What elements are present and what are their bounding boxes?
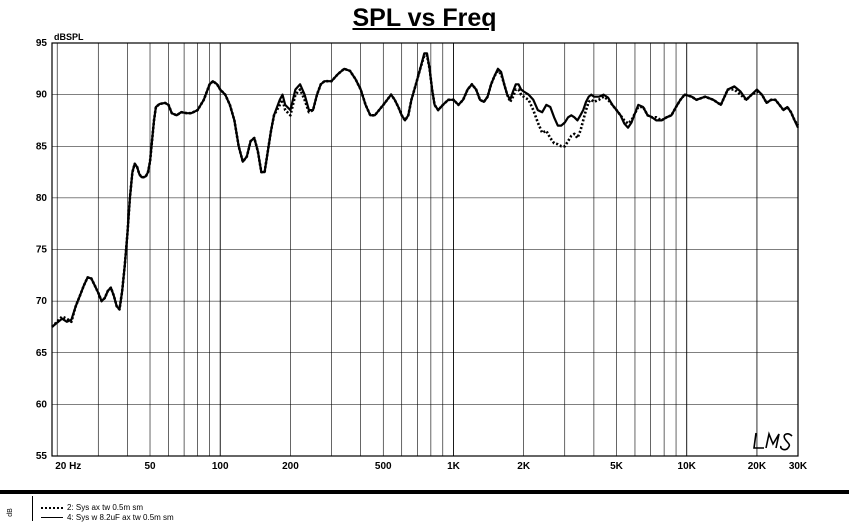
lms-logo-mark <box>753 431 793 451</box>
legend-entry-1-label: 2: Sys ax tw 0.5m sm <box>67 503 144 512</box>
y-axis-label: dBSPL <box>54 32 84 42</box>
x-tick-label: 20K <box>748 461 767 472</box>
x-tick-label: 10K <box>678 461 697 472</box>
y-tick-label: 65 <box>36 348 48 359</box>
x-tick-label: 1K <box>447 461 461 472</box>
legend-entry-2: 4: Sys w 8.2uF ax tw 0.5m sm <box>41 513 174 522</box>
plot-frame <box>51 42 799 457</box>
legend-entry-1: 2: Sys ax tw 0.5m sm <box>41 503 143 512</box>
x-tick-label: 5K <box>610 461 624 472</box>
x-tick-label: 20 Hz <box>55 461 81 472</box>
x-tick-label: 30K <box>789 461 808 472</box>
dotted-line-swatch <box>41 506 63 509</box>
x-tick-labels: 20 Hz 50 100 200 500 1K 2K 5K 10K 20K 30K <box>55 461 808 472</box>
spl-chart: 95 90 85 80 75 70 65 60 55 20 Hz 50 100 200 500 1K 2K 5… <box>36 32 808 472</box>
legend-vertical-divider <box>32 496 33 521</box>
solid-line-swatch <box>41 517 63 519</box>
x-tick-label: 200 <box>282 461 299 472</box>
y-tick-label: 55 <box>36 451 48 462</box>
y-tick-label: 80 <box>36 193 48 204</box>
y-tick-label: 85 <box>36 141 48 152</box>
y-tick-label: 75 <box>36 245 48 256</box>
y-tick-labels: 95 90 85 80 75 70 65 60 55 <box>36 38 48 462</box>
x-tick-label: 500 <box>375 461 392 472</box>
chart-title: SPL vs Freq <box>352 4 497 32</box>
y-tick-label: 95 <box>36 38 48 49</box>
data-series <box>51 52 800 328</box>
y-tick-label: 90 <box>36 90 48 101</box>
y-tick-label: 60 <box>36 399 48 410</box>
legend-entry-2-label: 4: Sys w 8.2uF ax tw 0.5m sm <box>67 513 174 522</box>
plot-border <box>51 42 799 457</box>
series-line-2 <box>51 52 799 328</box>
y-tick-label: 70 <box>36 296 48 307</box>
x-tick-label: 50 <box>144 461 156 472</box>
grid-lines <box>52 42 799 457</box>
lms-logo <box>752 430 812 456</box>
x-tick-label: 100 <box>212 461 229 472</box>
legend-side-label: dB <box>6 508 14 517</box>
x-tick-label: 2K <box>517 461 531 472</box>
legend-divider-bar <box>0 490 849 494</box>
